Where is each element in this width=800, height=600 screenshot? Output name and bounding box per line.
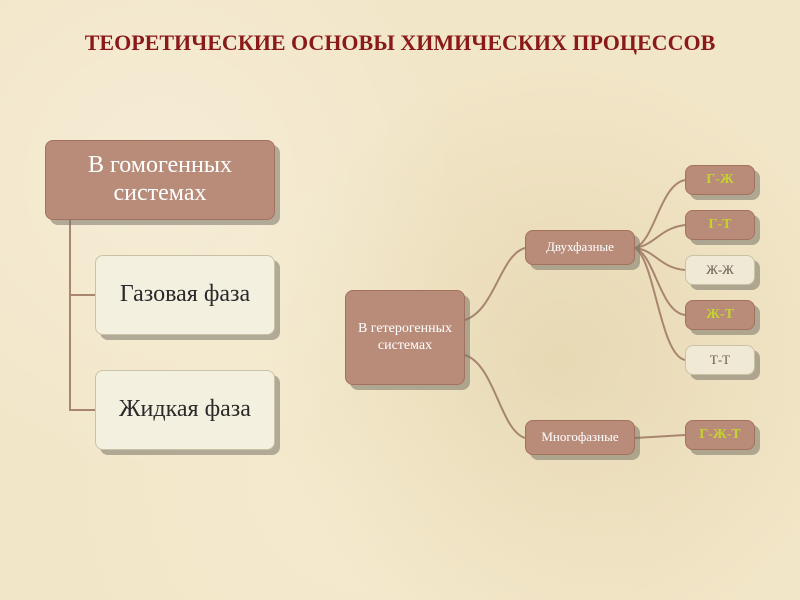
- node-gzt: Г-Ж-Т: [685, 420, 755, 450]
- node-gas_phase: Газовая фаза: [95, 255, 275, 335]
- node-multi_phase-label: Многофазные: [541, 430, 618, 445]
- node-gzt-label: Г-Ж-Т: [699, 427, 740, 443]
- node-gt: Г-Т: [685, 210, 755, 240]
- node-gas_phase-label: Газовая фаза: [120, 281, 250, 309]
- node-two_phase-label: Двухфазные: [546, 240, 614, 255]
- node-tt-label: Т-Т: [710, 353, 730, 368]
- node-tt: Т-Т: [685, 345, 755, 375]
- node-gz: Г-Ж: [685, 165, 755, 195]
- node-zz-label: Ж-Ж: [706, 263, 734, 278]
- node-liquid_phase: Жидкая фаза: [95, 370, 275, 450]
- node-homo_root-label: В гомогенных системах: [52, 152, 268, 207]
- node-gz-label: Г-Ж: [706, 172, 733, 188]
- node-hetero_root: В гетерогенных системах: [345, 290, 465, 385]
- node-two_phase: Двухфазные: [525, 230, 635, 265]
- node-liquid_phase-label: Жидкая фаза: [119, 396, 251, 424]
- page-title: ТЕОРЕТИЧЕСКИЕ ОСНОВЫ ХИМИЧЕСКИХ ПРОЦЕССО…: [0, 30, 800, 56]
- node-hetero_root-label: В гетерогенных системах: [352, 321, 458, 353]
- node-multi_phase: Многофазные: [525, 420, 635, 455]
- node-zt: Ж-Т: [685, 300, 755, 330]
- node-gt-label: Г-Т: [709, 217, 732, 233]
- node-zt-label: Ж-Т: [706, 307, 734, 323]
- node-homo_root: В гомогенных системах: [45, 140, 275, 220]
- node-zz: Ж-Ж: [685, 255, 755, 285]
